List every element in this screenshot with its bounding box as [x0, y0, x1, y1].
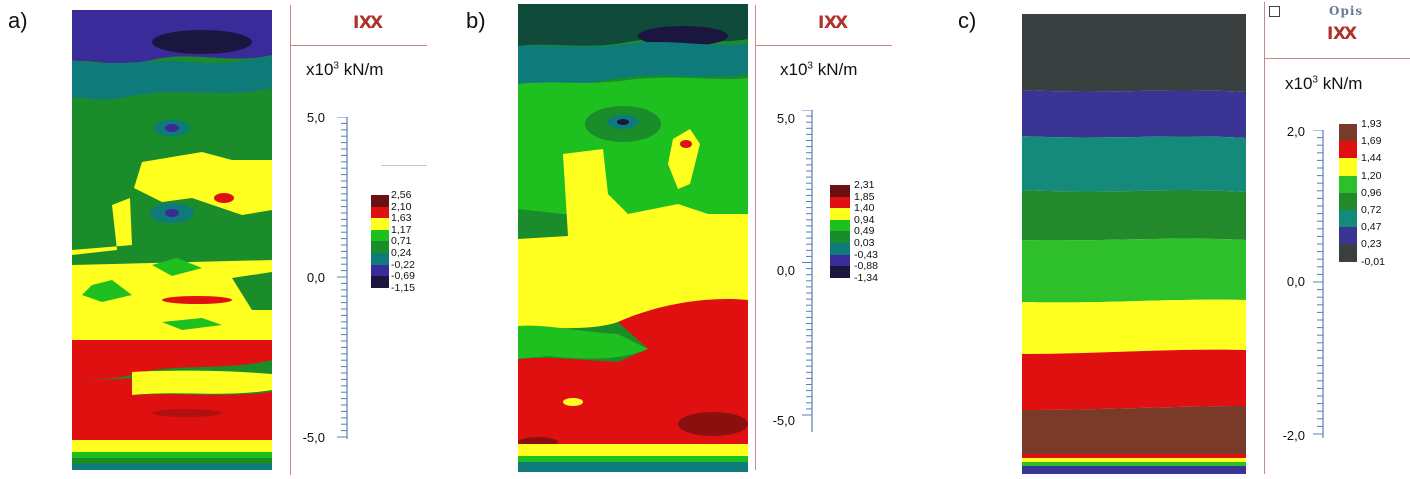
- legend-value-label: 2,56: [391, 189, 412, 201]
- legend-color-swatch: [371, 276, 389, 288]
- scale-tick-label: 5,0: [776, 111, 795, 126]
- unit-label-c: x103 kN/m: [1285, 74, 1363, 93]
- scale-axis-a: [335, 116, 355, 452]
- legend-value-label: -0,22: [391, 258, 415, 271]
- legend-color-swatch: [371, 253, 389, 265]
- legend-value-label: 0,94: [854, 213, 875, 226]
- scale-tick-label: -5,0: [302, 430, 325, 445]
- legend-color-swatch: [1339, 175, 1357, 193]
- legend-value-label: -0,01: [1361, 255, 1385, 268]
- legend-color-swatch: [1339, 227, 1357, 245]
- opis-checkbox[interactable]: [1269, 6, 1280, 17]
- legend-value-label: 1,63: [391, 212, 412, 225]
- legend-value-label: -0,88: [854, 260, 878, 273]
- scale-tick-label: 0,0: [1286, 274, 1305, 289]
- contour-map-a: [72, 10, 272, 470]
- legend-color-swatch: [1339, 158, 1357, 176]
- panel-label-c: c): [958, 8, 977, 33]
- legend-value-label: -0,69: [391, 270, 415, 283]
- scale-tick-label: -2,0: [1282, 428, 1305, 443]
- legend-color-swatch: [830, 231, 850, 243]
- legend-value-label: -0,43: [854, 248, 878, 261]
- legend-value-label: 1,40: [854, 202, 875, 215]
- legend-value-label: 0,71: [391, 235, 412, 248]
- legend-color-swatch: [371, 218, 389, 230]
- legend-value-label: 2,10: [391, 200, 412, 213]
- legend-value-label: 1,93: [1361, 118, 1382, 130]
- legend-color-swatch: [1339, 210, 1357, 228]
- legend-value-label: 1,44: [1361, 152, 1382, 165]
- legend-value-label: 0,24: [391, 247, 412, 259]
- contour-map-c: [1018, 14, 1246, 474]
- legend-color-swatch: [1339, 141, 1357, 159]
- scale-tick-label: -5,0: [772, 413, 795, 428]
- legend-color-swatch: [830, 266, 850, 278]
- scale-axis-c: [1311, 129, 1331, 447]
- legend-value-label: 1,17: [391, 223, 412, 236]
- legend-color-swatch: [830, 208, 850, 220]
- legend-color-swatch: [830, 196, 850, 209]
- unit-label-a: x103 kN/m: [306, 60, 384, 79]
- legend-color-swatch: [830, 254, 850, 267]
- legend-color-swatch: [371, 195, 389, 207]
- legend-value-label: -1,15: [391, 281, 415, 294]
- legend-color-swatch: [830, 185, 850, 197]
- legend-value-label: 1,69: [1361, 135, 1382, 148]
- hatch-pattern-icon: ⅨⅩ: [818, 13, 848, 33]
- legend-value-label: 1,20: [1361, 169, 1382, 182]
- scale-tick-label: 5,0: [306, 110, 325, 125]
- legend-color-swatch: [371, 206, 389, 219]
- legend-color-swatch: [1339, 244, 1357, 262]
- legend-value-label: 1,85: [854, 190, 875, 203]
- legend-value-label: 2,31: [854, 179, 875, 191]
- legend-value-label: 0,03: [854, 237, 875, 249]
- legend-color-swatch: [1339, 192, 1357, 210]
- legend-color-swatch: [1339, 124, 1357, 142]
- legend-value-label: -1,34: [854, 271, 878, 284]
- legend-value-label: 0,49: [854, 225, 875, 238]
- legend-panel-a: ⅨⅩ x103 kN/m 5,0 0,0 -5,0 2,56 2,10 1,63 1,…: [290, 5, 427, 475]
- contour-map-b: [518, 4, 748, 472]
- legend-color-swatch: [371, 264, 389, 277]
- hatch-pattern-icon: ⅨⅩ: [353, 13, 383, 33]
- scale-tick-label: 0,0: [776, 263, 795, 278]
- legend-value-label: 0,96: [1361, 186, 1382, 199]
- legend-color-swatch: [830, 243, 850, 255]
- legend-panel-b: ⅨⅩ x103 kN/m 5,0 0,0 -5,0 2,31 1,85 1,40 0,…: [755, 5, 892, 470]
- legend-value-label: 0,72: [1361, 204, 1382, 216]
- unit-label-b: x103 kN/m: [780, 60, 858, 79]
- panel-label-a: a): [8, 8, 28, 33]
- legend-panel-c: Opis ⅨⅩ x103 kN/m 2,0 0,0 -2,0 1,93 1,69 1…: [1264, 2, 1410, 474]
- legend-color-swatch: [371, 241, 389, 253]
- opis-title: Opis: [1329, 4, 1364, 18]
- scale-axis-b: [800, 109, 820, 445]
- scale-tick-label: 2,0: [1286, 124, 1305, 139]
- legend-value-label: 0,47: [1361, 221, 1382, 234]
- legend-color-swatch: [830, 219, 850, 232]
- hatch-pattern-icon: ⅨⅩ: [1327, 24, 1357, 44]
- legend-color-swatch: [371, 229, 389, 242]
- panel-label-b: b): [466, 8, 486, 33]
- scale-tick-label: 0,0: [306, 270, 325, 285]
- legend-value-label: 0,23: [1361, 238, 1382, 251]
